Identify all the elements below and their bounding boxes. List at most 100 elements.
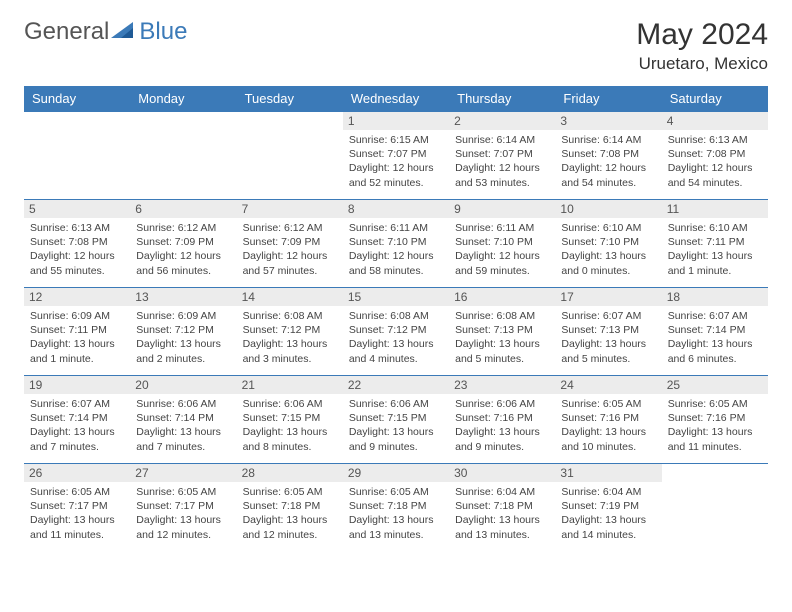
sunrise-line: Sunrise: 6:07 AM [668,309,762,323]
dayname-header: Thursday [449,86,555,112]
sunset-line: Sunset: 7:17 PM [136,499,230,513]
sunrise-line: Sunrise: 6:10 AM [561,221,655,235]
calendar-cell: 17Sunrise: 6:07 AMSunset: 7:13 PMDayligh… [555,288,661,376]
day-number: 23 [449,376,555,394]
sunrise-line: Sunrise: 6:04 AM [561,485,655,499]
sunset-line: Sunset: 7:08 PM [30,235,124,249]
dayname-header: Saturday [662,86,768,112]
day-number: 11 [662,200,768,218]
daylight-line: Daylight: 12 hours and 52 minutes. [349,161,443,189]
logo-mark-icon [111,20,137,45]
calendar-cell [130,112,236,200]
day-number: 29 [343,464,449,482]
day-number: 21 [237,376,343,394]
calendar-cell: 1Sunrise: 6:15 AMSunset: 7:07 PMDaylight… [343,112,449,200]
sunset-line: Sunset: 7:14 PM [136,411,230,425]
sunrise-line: Sunrise: 6:09 AM [30,309,124,323]
sunset-line: Sunset: 7:10 PM [455,235,549,249]
daylight-line: Daylight: 12 hours and 58 minutes. [349,249,443,277]
day-number: 24 [555,376,661,394]
dayname-header: Wednesday [343,86,449,112]
daylight-line: Daylight: 13 hours and 1 minute. [30,337,124,365]
day-number: 27 [130,464,236,482]
calendar-cell: 27Sunrise: 6:05 AMSunset: 7:17 PMDayligh… [130,464,236,552]
calendar-cell [662,464,768,552]
sunset-line: Sunset: 7:18 PM [243,499,337,513]
day-number: 13 [130,288,236,306]
calendar-head: SundayMondayTuesdayWednesdayThursdayFrid… [24,86,768,112]
daylight-line: Daylight: 12 hours and 56 minutes. [136,249,230,277]
sunset-line: Sunset: 7:10 PM [561,235,655,249]
sunset-line: Sunset: 7:11 PM [30,323,124,337]
sunrise-line: Sunrise: 6:15 AM [349,133,443,147]
calendar-cell: 29Sunrise: 6:05 AMSunset: 7:18 PMDayligh… [343,464,449,552]
calendar-cell: 2Sunrise: 6:14 AMSunset: 7:07 PMDaylight… [449,112,555,200]
calendar-week: 26Sunrise: 6:05 AMSunset: 7:17 PMDayligh… [24,464,768,552]
daylight-line: Daylight: 13 hours and 7 minutes. [30,425,124,453]
sunset-line: Sunset: 7:13 PM [455,323,549,337]
daylight-line: Daylight: 13 hours and 12 minutes. [136,513,230,541]
daylight-line: Daylight: 12 hours and 55 minutes. [30,249,124,277]
sunrise-line: Sunrise: 6:14 AM [455,133,549,147]
sunset-line: Sunset: 7:14 PM [668,323,762,337]
sunrise-line: Sunrise: 6:06 AM [349,397,443,411]
daylight-line: Daylight: 13 hours and 1 minute. [668,249,762,277]
calendar-cell: 20Sunrise: 6:06 AMSunset: 7:14 PMDayligh… [130,376,236,464]
sunrise-line: Sunrise: 6:14 AM [561,133,655,147]
sunrise-line: Sunrise: 6:07 AM [561,309,655,323]
sunrise-line: Sunrise: 6:13 AM [30,221,124,235]
dayname-header: Friday [555,86,661,112]
day-number: 14 [237,288,343,306]
calendar-cell: 13Sunrise: 6:09 AMSunset: 7:12 PMDayligh… [130,288,236,376]
daylight-line: Daylight: 13 hours and 5 minutes. [455,337,549,365]
calendar-week: 19 Sunrise: 6:07 AM Sunset: 7:14 PM Dayligh… [24,376,768,464]
sunset-line: Sunset: 7:08 PM [668,147,762,161]
calendar-week: 12Sunrise: 6:09 AMSunset: 7:11 PMDayligh… [24,288,768,376]
sunset-line: Sunset: 7:19 PM [561,499,655,513]
location-name: Uruetaro, Mexico [636,54,768,74]
sunset-line: Sunset: 7:07 PM [455,147,549,161]
calendar-cell: 30Sunrise: 6:04 AMSunset: 7:18 PMDayligh… [449,464,555,552]
day-number: 6 [130,200,236,218]
calendar-cell: 8Sunrise: 6:11 AMSunset: 7:10 PMDaylight… [343,200,449,288]
calendar-cell: 18Sunrise: 6:07 AMSunset: 7:14 PMDayligh… [662,288,768,376]
daylight-line: Daylight: 13 hours and 14 minutes. [561,513,655,541]
sunset-line: Sunset: 7:17 PM [30,499,124,513]
day-number: 30 [449,464,555,482]
calendar-cell: 25Sunrise: 6:05 AMSunset: 7:16 PMDayligh… [662,376,768,464]
day-number: 25 [662,376,768,394]
daylight-line: Daylight: 13 hours and 9 minutes. [455,425,549,453]
sunrise-line: Sunrise: 6:06 AM [455,397,549,411]
title-block: May 2024 Uruetaro, Mexico [636,18,768,74]
day-number: 31 [555,464,661,482]
day-number: 5 [24,200,130,218]
page-header: General Blue May 2024 Uruetaro, Mexico [24,18,768,74]
daylight-line: Daylight: 13 hours and 11 minutes. [30,513,124,541]
calendar-cell: 15Sunrise: 6:08 AMSunset: 7:12 PMDayligh… [343,288,449,376]
daylight-line: Daylight: 13 hours and 5 minutes. [561,337,655,365]
day-number: 9 [449,200,555,218]
dayname-header: Tuesday [237,86,343,112]
calendar-cell: 24Sunrise: 6:05 AMSunset: 7:16 PMDayligh… [555,376,661,464]
sunset-line: Sunset: 7:16 PM [455,411,549,425]
day-number: 12 [24,288,130,306]
day-number: 4 [662,112,768,130]
calendar-cell: 9Sunrise: 6:11 AMSunset: 7:10 PMDaylight… [449,200,555,288]
sunrise-line: Sunrise: 6:07 AM [30,397,124,411]
calendar-cell: 21Sunrise: 6:06 AMSunset: 7:15 PMDayligh… [237,376,343,464]
sunrise-line: Sunrise: 6:05 AM [561,397,655,411]
calendar-cell: 10Sunrise: 6:10 AMSunset: 7:10 PMDayligh… [555,200,661,288]
daylight-line: Daylight: 12 hours and 54 minutes. [668,161,762,189]
sunrise-line: Sunrise: 6:11 AM [349,221,443,235]
calendar-cell: 11Sunrise: 6:10 AMSunset: 7:11 PMDayligh… [662,200,768,288]
calendar-week: 1Sunrise: 6:15 AMSunset: 7:07 PMDaylight… [24,112,768,200]
day-number: 22 [343,376,449,394]
sunset-line: Sunset: 7:18 PM [455,499,549,513]
day-number: 10 [555,200,661,218]
logo: General Blue [24,18,187,46]
sunset-line: Sunset: 7:15 PM [243,411,337,425]
sunset-line: Sunset: 7:18 PM [349,499,443,513]
daylight-line: Daylight: 12 hours and 54 minutes. [561,161,655,189]
day-number: 19 [24,376,130,394]
sunset-line: Sunset: 7:16 PM [668,411,762,425]
